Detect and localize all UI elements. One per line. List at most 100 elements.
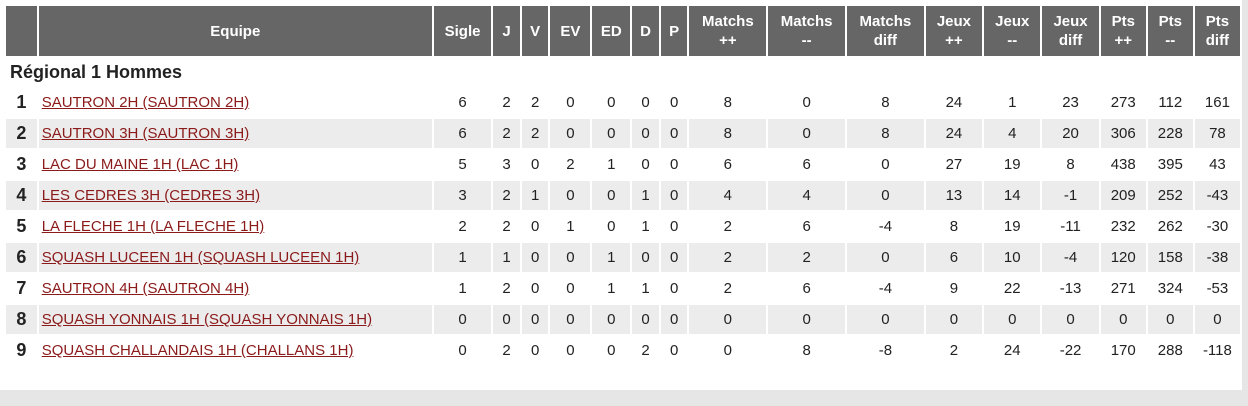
pts-diff-cell: 78: [1194, 119, 1240, 148]
v-cell: 0: [530, 156, 540, 173]
table-row: 6 SQUASH LUCEEN 1H (SQUASH LUCEEN 1H) 1 1 0 0…: [6, 243, 1240, 272]
rank-cell: 3: [16, 154, 27, 174]
team-cell: SAUTRON 2H (SAUTRON 2H): [39, 88, 432, 117]
jeux-minus-cell: 24: [1003, 342, 1021, 359]
d-cell: 0: [641, 156, 650, 173]
jeux-minus-cell: 19: [1003, 156, 1021, 173]
team-cell: SQUASH YONNAIS 1H (SQUASH YONNAIS 1H): [38, 305, 432, 334]
sigle-cell: 0: [433, 305, 492, 334]
jeux-minus-cell: 1: [1008, 94, 1017, 111]
ev-cell: 0: [566, 280, 575, 297]
rank-cell: 2: [6, 119, 37, 148]
sigle-cell: 2: [458, 218, 467, 235]
matchs-minus-cell: 4: [768, 181, 845, 210]
header-label: Sigle: [444, 22, 481, 40]
pts-minus-cell: 0: [1147, 305, 1193, 334]
j-cell: 2: [502, 342, 511, 359]
pts-plus-cell: 273: [1110, 94, 1136, 111]
ev-cell: 2: [566, 156, 575, 173]
header-sublabel: ++: [945, 32, 963, 49]
header-matchs-plus: Matchs ++: [689, 6, 767, 56]
sigle-cell: 3: [433, 181, 492, 210]
header-p: P: [660, 6, 688, 56]
pts-plus-cell: 120: [1100, 243, 1146, 272]
header-sublabel: --: [1165, 32, 1176, 49]
table-header-row: Equipe Sigle J V EV ED D P Matchs ++ Matchs -- Match…: [6, 6, 1240, 56]
header-sublabel: --: [801, 32, 812, 49]
team-cell: SAUTRON 3H (SAUTRON 3H): [38, 119, 432, 148]
matchs-plus-cell: 8: [689, 119, 767, 148]
sigle-cell: 0: [458, 342, 467, 359]
p-cell: 0: [669, 342, 679, 359]
p-cell: 0: [669, 94, 679, 111]
matchs-diff-cell: 8: [881, 94, 890, 111]
j-cell: 2: [493, 119, 520, 148]
j-cell: 1: [493, 243, 520, 272]
header-label: D: [640, 22, 651, 40]
jeux-plus-cell: 0: [925, 305, 983, 334]
header-jeux-minus: Jeux --: [984, 6, 1041, 56]
v-cell: 1: [521, 181, 549, 210]
pts-plus-cell: 232: [1110, 218, 1136, 235]
table-row: 2 SAUTRON 3H (SAUTRON 3H) 6 2 2 0 0 0 0 8 0 8 24 4 20 3…: [6, 119, 1240, 148]
team-link[interactable]: SAUTRON 3H (SAUTRON 3H): [41, 125, 250, 142]
header-label: Jeux: [995, 13, 1030, 30]
header-rank: [6, 6, 37, 56]
ev-cell: 0: [550, 243, 591, 272]
team-link[interactable]: SAUTRON 4H (SAUTRON 4H): [41, 280, 250, 297]
matchs-plus-cell: 4: [689, 181, 767, 210]
header-jeux-plus: Jeux ++: [925, 6, 983, 56]
v-cell: 2: [530, 94, 540, 111]
team-link[interactable]: SQUASH CHALLANDAIS 1H (CHALLANS 1H): [41, 342, 354, 359]
pts-minus-cell: 324: [1157, 280, 1183, 297]
header-pts-diff: Pts diff: [1194, 6, 1240, 56]
header-sublabel: diff: [1058, 32, 1083, 49]
matchs-plus-cell: 2: [689, 243, 767, 272]
header-v: V: [521, 6, 549, 56]
jeux-plus-cell: 27: [945, 156, 963, 173]
matchs-diff-cell: -4: [878, 218, 893, 235]
table-row: 5 LA FLECHE 1H (LA FLECHE 1H) 2 2 0 1 0 1 0 2 6 -4 8…: [6, 212, 1240, 241]
header-ed: ED: [592, 6, 631, 56]
v-cell: 0: [521, 305, 549, 334]
jeux-plus-cell: 9: [949, 280, 959, 297]
v-cell: 0: [530, 218, 540, 235]
jeux-plus-cell: 24: [945, 94, 963, 111]
pts-diff-cell: 43: [1209, 156, 1226, 173]
pts-minus-cell: 228: [1147, 119, 1193, 148]
jeux-diff-cell: 0: [1042, 305, 1099, 334]
p-cell: 0: [669, 280, 679, 297]
sigle-cell: 1: [433, 243, 492, 272]
jeux-minus-cell: 10: [984, 243, 1041, 272]
matchs-plus-cell: 0: [689, 305, 767, 334]
team-link[interactable]: LES CEDRES 3H (CEDRES 3H): [41, 187, 261, 204]
p-cell: 0: [660, 181, 688, 210]
ev-cell: 0: [566, 342, 575, 359]
d-cell: 0: [632, 119, 659, 148]
j-cell: 2: [493, 181, 520, 210]
matchs-plus-cell: 8: [723, 94, 732, 111]
team-link[interactable]: LA FLECHE 1H (LA FLECHE 1H): [41, 218, 265, 235]
team-link[interactable]: SQUASH LUCEEN 1H (SQUASH LUCEEN 1H): [41, 249, 360, 266]
ev-cell: 1: [566, 218, 575, 235]
jeux-minus-cell: 14: [984, 181, 1041, 210]
team-link[interactable]: LAC DU MAINE 1H (LAC 1H): [41, 156, 239, 173]
ed-cell: 0: [607, 218, 616, 235]
header-sublabel: diff: [1205, 32, 1230, 49]
header-jeux-diff: Jeux diff: [1042, 6, 1099, 56]
rank-cell: 8: [6, 305, 37, 334]
matchs-diff-cell: 8: [847, 119, 924, 148]
matchs-diff-cell: 0: [847, 181, 924, 210]
j-cell: 2: [502, 280, 511, 297]
team-link[interactable]: SQUASH YONNAIS 1H (SQUASH YONNAIS 1H): [41, 311, 373, 328]
header-label: J: [502, 22, 511, 40]
matchs-minus-cell: 6: [802, 218, 811, 235]
rank-cell: 4: [6, 181, 37, 210]
p-cell: 0: [660, 305, 688, 334]
jeux-diff-cell: -4: [1042, 243, 1099, 272]
table-row: 7 SAUTRON 4H (SAUTRON 4H) 1 2 0 0 1 1 0 2 6 -4 9 22 -1…: [6, 274, 1240, 303]
section-title: Régional 1 Hommes: [10, 61, 183, 82]
pts-minus-cell: 158: [1147, 243, 1193, 272]
team-link[interactable]: SAUTRON 2H (SAUTRON 2H): [41, 94, 250, 111]
sigle-cell: 1: [458, 280, 467, 297]
